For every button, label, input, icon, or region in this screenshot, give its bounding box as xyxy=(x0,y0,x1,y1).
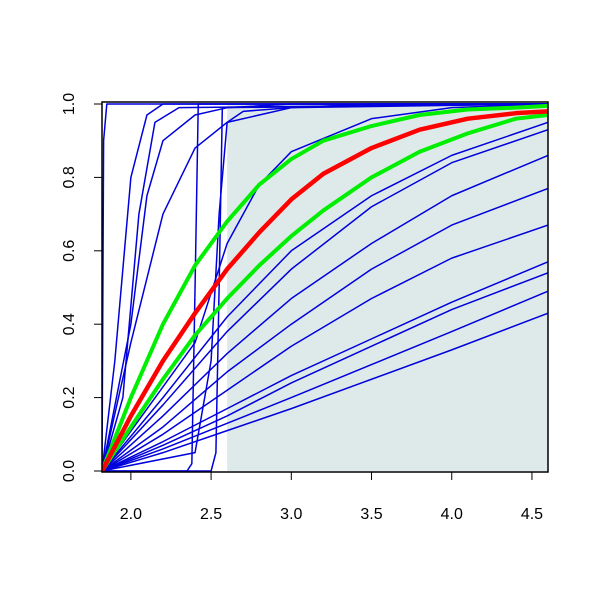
series-line xyxy=(102,103,548,472)
series-line xyxy=(102,109,548,472)
y-tick-label: 0.8 xyxy=(61,166,78,188)
x-tick-label: 2.0 xyxy=(120,506,142,523)
x-tick-label: 4.0 xyxy=(441,506,463,523)
x-tick-label: 4.5 xyxy=(521,506,543,523)
series-line xyxy=(102,103,548,472)
plot-frame xyxy=(101,101,549,473)
x-tick-label: 3.5 xyxy=(360,506,382,523)
series-line xyxy=(102,312,548,472)
series-line xyxy=(102,290,548,472)
series-line xyxy=(102,154,548,472)
y-tick-label: 0.2 xyxy=(61,386,78,408)
y-tick-label: 0.4 xyxy=(61,313,78,335)
x-tick-label: 2.5 xyxy=(200,506,222,523)
series-line xyxy=(102,121,548,472)
plot-area xyxy=(102,103,548,472)
series-line xyxy=(102,272,548,472)
series-line xyxy=(102,103,548,472)
series-line xyxy=(102,103,548,472)
series-line xyxy=(102,261,548,472)
series-line xyxy=(102,224,548,472)
series-line xyxy=(102,187,548,472)
series-line xyxy=(102,128,548,472)
y-tick-label: 0.6 xyxy=(61,240,78,262)
shaded-region xyxy=(227,104,548,471)
y-tick-label: 0.0 xyxy=(61,460,78,482)
x-tick-label: 3.0 xyxy=(280,506,302,523)
series-line xyxy=(102,113,548,472)
y-tick-label: 1.0 xyxy=(61,93,78,115)
